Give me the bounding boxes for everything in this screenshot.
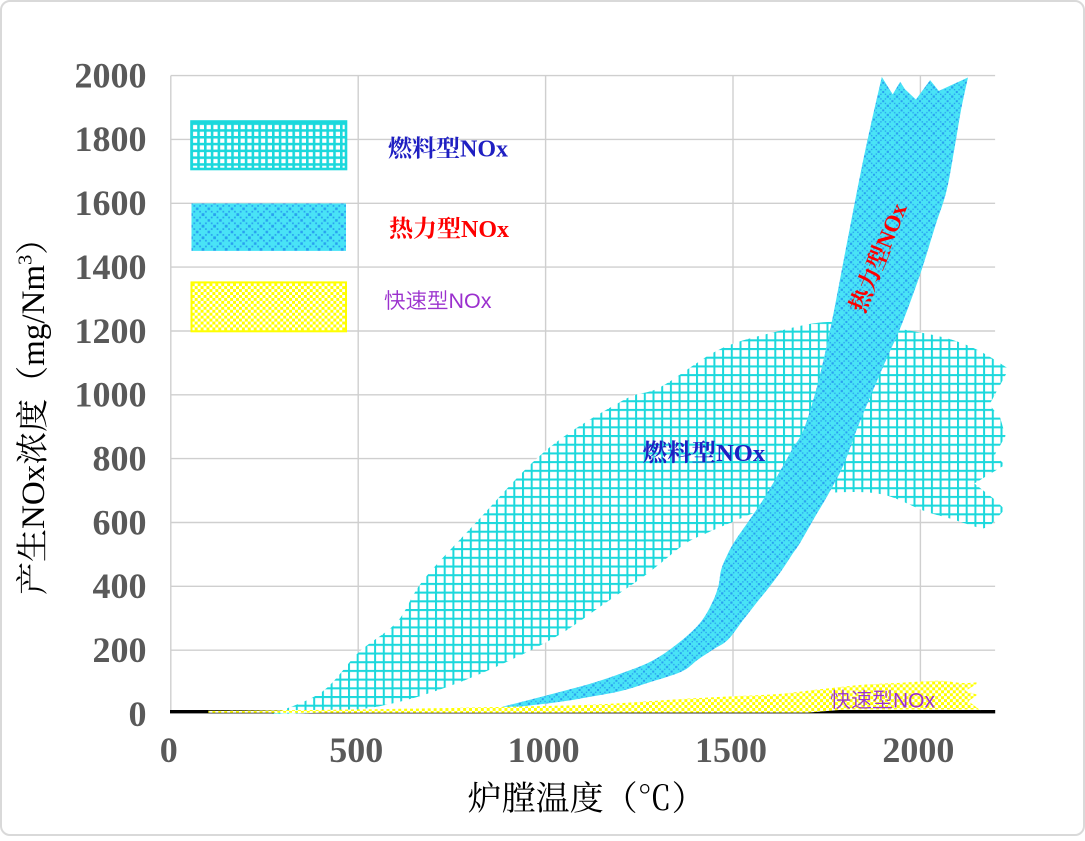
svg-text:1000: 1000 xyxy=(508,730,580,770)
svg-text:NOx: NOx xyxy=(461,217,509,243)
svg-text:800: 800 xyxy=(93,438,147,478)
svg-text:0: 0 xyxy=(129,694,147,734)
svg-text:200: 200 xyxy=(93,630,147,670)
svg-text:NOx: NOx xyxy=(16,464,52,529)
svg-text:3: 3 xyxy=(15,255,37,265)
svg-text:1800: 1800 xyxy=(75,119,147,159)
svg-text:2000: 2000 xyxy=(75,55,147,95)
svg-text:600: 600 xyxy=(93,502,147,542)
svg-text:400: 400 xyxy=(93,566,147,606)
svg-text:NOx: NOx xyxy=(716,440,766,467)
svg-text:mg/Nm: mg/Nm xyxy=(16,265,52,366)
svg-text:0: 0 xyxy=(160,730,178,770)
svg-text:500: 500 xyxy=(329,730,383,770)
svg-text:1600: 1600 xyxy=(75,183,147,223)
svg-text:1000: 1000 xyxy=(75,375,147,415)
svg-text:NOx: NOx xyxy=(449,289,492,313)
svg-text:2000: 2000 xyxy=(882,730,954,770)
svg-text:NOx: NOx xyxy=(893,689,936,712)
svg-text:1500: 1500 xyxy=(695,730,767,770)
svg-text:NOx: NOx xyxy=(460,137,508,163)
svg-text:1200: 1200 xyxy=(75,311,147,351)
svg-text:1400: 1400 xyxy=(75,247,147,287)
